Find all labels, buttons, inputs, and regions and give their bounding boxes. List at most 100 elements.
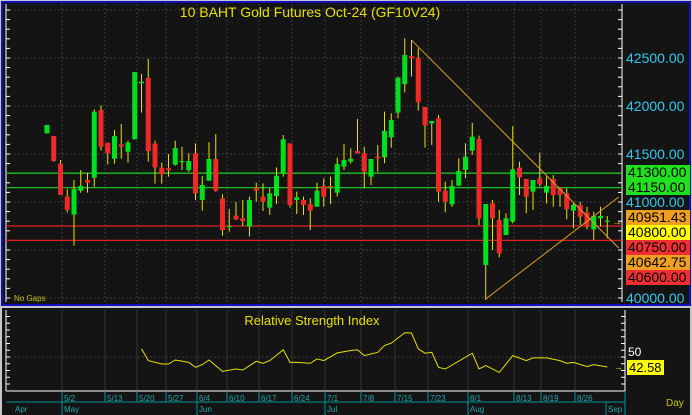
candle-body <box>280 139 286 174</box>
candle-body <box>125 142 131 152</box>
candle <box>456 158 462 186</box>
candle-body <box>287 143 293 205</box>
candle-body <box>179 161 185 163</box>
candle-body <box>564 193 570 210</box>
candle-body <box>199 185 205 200</box>
candle <box>544 176 549 204</box>
candle <box>571 203 576 229</box>
candle-body <box>64 196 70 210</box>
candle <box>287 143 293 208</box>
candle-body <box>436 118 441 192</box>
price-tag-label: 40750.00 <box>628 239 687 255</box>
candle-body <box>118 144 124 147</box>
price-tag-bg <box>626 270 690 285</box>
candle-body <box>253 187 259 191</box>
candle <box>193 143 198 200</box>
candle-body <box>388 120 394 138</box>
price-tag: 40642.75 <box>626 254 690 270</box>
trendline[interactable] <box>485 196 620 300</box>
candle <box>490 199 495 250</box>
date-tick-label: 6/17 <box>261 394 277 403</box>
candle <box>253 182 259 202</box>
candle-body <box>409 55 414 59</box>
candle-body <box>247 199 252 227</box>
trendline[interactable] <box>411 39 620 249</box>
candle-body <box>91 111 97 178</box>
candle-body <box>577 204 583 217</box>
date-axis[interactable]: 5/2 5/13 5/20 5/27 6/4 6/10 6/17 6/24 7/1 7/8 7/15… <box>6 391 684 415</box>
candle-body <box>523 178 529 197</box>
candle-body <box>368 158 374 177</box>
date-tick-label: 7/1 <box>327 394 339 403</box>
rsi-value: 42.58 <box>629 360 662 375</box>
month-label: Jun <box>199 405 212 414</box>
date-tick-label: 6/24 <box>294 394 310 403</box>
candle <box>476 135 482 226</box>
price-panel[interactable]: 10 BAHT Gold Futures Oct-24 (GF10V24) No… <box>1 1 691 306</box>
candle-body <box>557 187 563 195</box>
candle-body <box>145 77 151 152</box>
date-tick-label: 8/1 <box>470 394 482 403</box>
trendlines[interactable] <box>411 39 620 300</box>
price-tag: 41150.00 <box>626 179 690 195</box>
month-label: Apr <box>15 405 28 414</box>
last-price-arrow-icon: → <box>612 217 622 228</box>
candle-body <box>226 226 232 228</box>
candle <box>280 134 286 177</box>
date-tick-label: 6/10 <box>229 394 245 403</box>
candle-body <box>490 203 495 219</box>
candle <box>388 113 394 148</box>
candle-body <box>152 143 158 168</box>
price-axis-labels: 42500.00 42000.00 41500.00 41000.00 4000… <box>626 50 685 306</box>
candle <box>321 178 327 207</box>
candle-body <box>213 158 219 191</box>
candle-body <box>267 193 273 208</box>
candle <box>220 194 225 236</box>
candle-body <box>240 218 246 222</box>
candle-body <box>206 158 212 181</box>
candle <box>112 130 117 164</box>
candle <box>267 188 273 215</box>
candle <box>139 74 144 113</box>
candle <box>199 175 205 211</box>
date-tick-label: 8/19 <box>543 394 559 403</box>
candle-body <box>341 160 347 167</box>
candle-body <box>260 196 266 202</box>
candle <box>436 115 441 202</box>
candle <box>213 134 219 192</box>
candle <box>395 76 401 119</box>
candle <box>382 111 387 164</box>
candle-body <box>496 220 502 254</box>
candle-body <box>294 197 300 200</box>
candle-body <box>98 110 104 147</box>
candle-body <box>334 163 340 193</box>
candle-body <box>233 215 239 220</box>
candle <box>341 144 347 171</box>
candle <box>159 162 165 184</box>
candle <box>132 72 138 140</box>
candle-body <box>483 204 489 265</box>
candle <box>584 206 590 230</box>
price-tag-bg <box>626 180 690 195</box>
candle <box>598 206 603 227</box>
month-label: May <box>64 405 79 414</box>
candle-body <box>429 120 435 124</box>
date-tick-label: 5/2 <box>64 394 76 403</box>
price-tag-bg <box>626 225 690 240</box>
price-tag-label: 40642.75 <box>628 254 687 270</box>
candle-body <box>321 185 327 197</box>
month-label: Jul <box>327 405 337 414</box>
candle-body <box>395 77 401 113</box>
candle <box>415 48 421 111</box>
candle <box>517 161 522 195</box>
date-tick-label: 6/4 <box>199 394 211 403</box>
price-axis-label: 42000.00 <box>626 98 685 114</box>
candle-body <box>550 178 556 195</box>
candle-body <box>58 163 63 195</box>
period-label: Day <box>666 398 684 409</box>
candle <box>442 181 448 213</box>
candle <box>118 123 124 159</box>
candle <box>226 209 232 232</box>
candle-body <box>274 175 279 197</box>
